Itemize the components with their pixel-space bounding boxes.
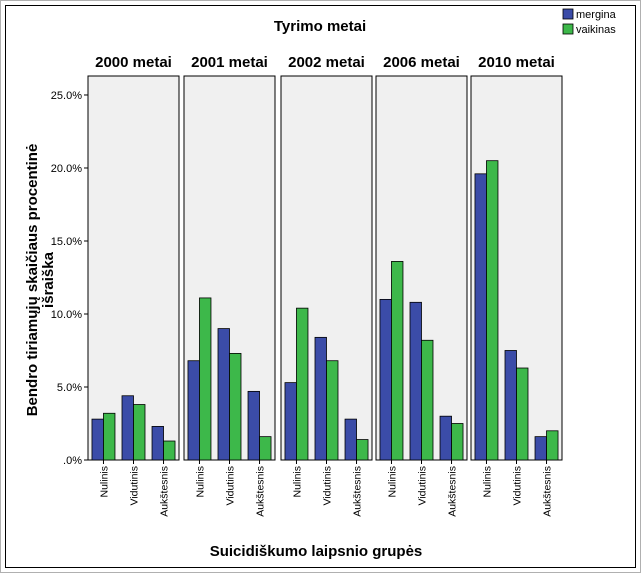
- bar: [326, 360, 339, 461]
- bar: [439, 415, 452, 461]
- bar: [534, 436, 547, 461]
- bar: [247, 390, 260, 461]
- y-tick-label: .0%: [63, 455, 82, 467]
- x-tick-label: Aukštesnis: [447, 466, 459, 517]
- panel-2010-metai: 2010 metai Nulinis Vidutinis Aukštesnis: [470, 54, 563, 517]
- legend-swatch-vaikinas: [562, 23, 574, 35]
- x-tick-label: Vidutinis: [512, 466, 524, 506]
- legend-label-vaikinas: vaikinas: [576, 24, 616, 36]
- panel-header: 2001 metai: [191, 54, 268, 71]
- bar: [91, 418, 104, 461]
- panel-2002-metai: 2002 metai Nulinis Vidutinis Aukštesnis: [280, 54, 373, 517]
- bar: [229, 353, 242, 461]
- y-tick-label: 5.0%: [57, 382, 82, 394]
- bar: [163, 440, 176, 461]
- panel-header: 2006 metai: [383, 54, 460, 71]
- x-tick-label: Nulinis: [98, 466, 110, 498]
- bar: [284, 382, 297, 461]
- legend-label-mergina: mergina: [576, 9, 617, 21]
- bar: [516, 367, 529, 461]
- panel-2001-metai: 2001 metai Nulinis Vidutinis Aukštesnis: [183, 54, 276, 517]
- bar: [133, 404, 146, 461]
- bar: [217, 328, 230, 461]
- panel-header: 2010 metai: [478, 54, 555, 71]
- bar: [451, 423, 464, 461]
- chart-border: [5, 5, 636, 568]
- y-tick-label: 25.0%: [51, 90, 82, 102]
- panel-2000-metai: 2000 metai Nulinis Vidutinis Aukštesnis: [87, 54, 180, 517]
- x-tick-label: Vidutinis: [129, 466, 141, 506]
- bar: [474, 173, 487, 461]
- x-tick-label: Aukštesnis: [255, 466, 267, 517]
- x-tick-label: Aukštesnis: [542, 466, 554, 517]
- bar: [409, 301, 422, 461]
- bar: [314, 336, 327, 461]
- bar: [379, 298, 392, 461]
- bar: [356, 439, 369, 461]
- bar: [504, 350, 517, 461]
- x-tick-label: Vidutinis: [417, 466, 429, 506]
- y-axis-title-line-2: išraiška: [40, 251, 57, 308]
- x-tick-label: Nulinis: [194, 466, 206, 498]
- bar: [151, 426, 164, 461]
- bar: [187, 360, 200, 461]
- x-tick-label: Vidutinis: [225, 466, 237, 506]
- chart-title: Tyrimo metai: [274, 18, 366, 35]
- panel-header: 2000 metai: [95, 54, 172, 71]
- x-tick-label: Vidutinis: [322, 466, 334, 506]
- bar: [121, 395, 134, 461]
- x-tick-label: Nulinis: [291, 466, 303, 498]
- y-tick-label: 10.0%: [51, 309, 82, 321]
- panel-2006-metai: 2006 metai Nulinis Vidutinis Aukštesnis: [375, 54, 468, 517]
- y-axis: .0% 5.0% 10.0% 15.0% 20.0% 25.0%: [51, 90, 88, 467]
- bar: [486, 160, 499, 461]
- bar: [391, 261, 404, 461]
- y-axis-title-group: Bendro tiriamųjų skaičiaus procentinė iš…: [24, 144, 57, 417]
- y-axis-title-line-1: Bendro tiriamųjų skaičiaus procentinė: [24, 144, 41, 417]
- bar: [421, 339, 434, 461]
- x-tick-label: Aukštesnis: [352, 466, 364, 517]
- bar: [344, 418, 357, 461]
- legend: mergina vaikinas: [562, 8, 617, 36]
- bar: [296, 307, 309, 461]
- x-tick-label: Nulinis: [481, 466, 493, 498]
- legend-swatch-mergina: [562, 8, 574, 20]
- x-tick-label: Nulinis: [386, 466, 398, 498]
- x-tick-label: Aukštesnis: [159, 466, 171, 517]
- bar: [103, 412, 116, 461]
- y-tick-label: 20.0%: [51, 163, 82, 175]
- bar: [259, 436, 272, 461]
- bar: [199, 297, 212, 461]
- y-tick-label: 15.0%: [51, 236, 82, 248]
- panel-header: 2002 metai: [288, 54, 365, 71]
- bar: [546, 430, 559, 461]
- x-axis-title: Suicidiškumo laipsnio grupės: [210, 543, 423, 560]
